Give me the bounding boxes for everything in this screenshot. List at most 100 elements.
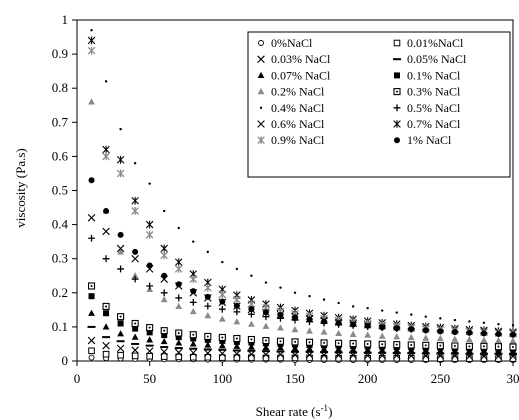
data-point: [322, 298, 326, 301]
data-point: [277, 344, 284, 351]
data-point: [306, 345, 313, 352]
legend-label: 0.05% NaCl: [407, 52, 467, 66]
data-point: [232, 349, 241, 352]
legend-marker: [257, 136, 265, 145]
data-point: [189, 349, 198, 357]
data-point: [407, 341, 415, 349]
legend-marker: [257, 88, 265, 95]
legend-label: 1% NaCl: [407, 133, 452, 147]
data-point: [146, 336, 154, 343]
data-point: [117, 248, 124, 255]
data-point: [131, 342, 140, 345]
data-point: [233, 350, 241, 358]
data-point: [335, 354, 342, 362]
data-point: [88, 347, 95, 355]
data-point: [102, 255, 110, 263]
data-point: [421, 352, 430, 355]
data-point: [247, 349, 256, 352]
data-point: [291, 326, 299, 333]
data-point: [131, 272, 139, 279]
legend-marker: [393, 104, 401, 112]
legend-item: 0.7% NaCl: [393, 117, 461, 131]
data-point: [480, 330, 487, 337]
data-point: [103, 310, 110, 317]
data-point: [453, 318, 457, 322]
data-point: [393, 333, 401, 340]
legend-label: 0.4% NaCl: [271, 101, 325, 115]
legend-item: 0.07% NaCl: [257, 68, 331, 82]
data-point: [131, 333, 139, 340]
legend-marker: [257, 71, 265, 78]
data-point: [276, 350, 285, 353]
y-tick-label: 0.7: [52, 114, 69, 129]
data-point: [494, 343, 503, 351]
data-point: [218, 348, 227, 351]
legend-marker: [394, 72, 400, 79]
data-point: [233, 295, 241, 304]
data-point: [102, 341, 110, 350]
data-point: [306, 354, 313, 362]
data-point: [407, 352, 416, 355]
data-point: [279, 286, 282, 289]
data-point: [320, 345, 328, 352]
data-point: [102, 350, 110, 358]
data-point: [422, 341, 430, 349]
x-axis-label: Shear rate (s-1): [256, 403, 333, 419]
data-point: [436, 334, 444, 342]
data-point: [468, 320, 471, 323]
data-point: [87, 46, 96, 55]
data-point: [160, 244, 168, 253]
data-point: [88, 354, 95, 361]
y-tick-label: 0.6: [52, 148, 69, 163]
legend-item: 0.1% NaCl: [394, 68, 461, 82]
data-point: [233, 334, 241, 343]
data-point: [250, 274, 253, 277]
data-point: [102, 336, 111, 339]
data-point: [161, 332, 168, 339]
data-point: [451, 342, 459, 350]
data-point: [131, 346, 139, 354]
data-point: [117, 320, 124, 327]
legend-item: 0.5% NaCl: [393, 101, 461, 115]
data-point: [509, 353, 517, 356]
legend-item: 0.05% NaCl: [393, 52, 467, 66]
legend-item: 0%NaCl: [258, 36, 313, 50]
legend-box: [247, 31, 511, 178]
legend-marker: [393, 58, 401, 61]
series-3: [87, 325, 517, 356]
y-tick-label: 0.2: [52, 285, 68, 300]
data-point: [87, 36, 96, 45]
series-8: [90, 29, 515, 327]
data-point: [203, 283, 212, 292]
data-point: [233, 308, 241, 316]
data-point: [204, 353, 212, 361]
data-point: [378, 332, 386, 339]
data-point: [466, 329, 473, 336]
data-point: [88, 309, 95, 316]
data-point: [175, 281, 182, 288]
data-point: [482, 321, 486, 325]
data-point: [378, 351, 387, 354]
data-point: [219, 298, 226, 305]
data-point: [233, 318, 241, 325]
x-axis-label-main: Shear rate (s: [256, 404, 321, 419]
x-tick-label: 100: [213, 371, 233, 386]
data-point: [160, 337, 168, 345]
legend-item: 0.3% NaCl: [393, 85, 461, 99]
data-point: [379, 324, 386, 331]
data-point: [146, 324, 154, 332]
y-tick-label: 0.1: [52, 319, 68, 334]
data-point: [378, 340, 386, 348]
data-point: [451, 329, 458, 336]
legend-label: 0.5% NaCl: [407, 101, 461, 115]
data-point: [334, 351, 343, 354]
legend-marker: [259, 106, 263, 110]
data-point: [248, 306, 255, 313]
legend-marker: [257, 55, 265, 63]
data-point: [145, 220, 154, 229]
data-point: [450, 352, 459, 355]
data-point: [436, 342, 444, 350]
data-point: [262, 322, 270, 329]
data-point: [175, 329, 183, 337]
